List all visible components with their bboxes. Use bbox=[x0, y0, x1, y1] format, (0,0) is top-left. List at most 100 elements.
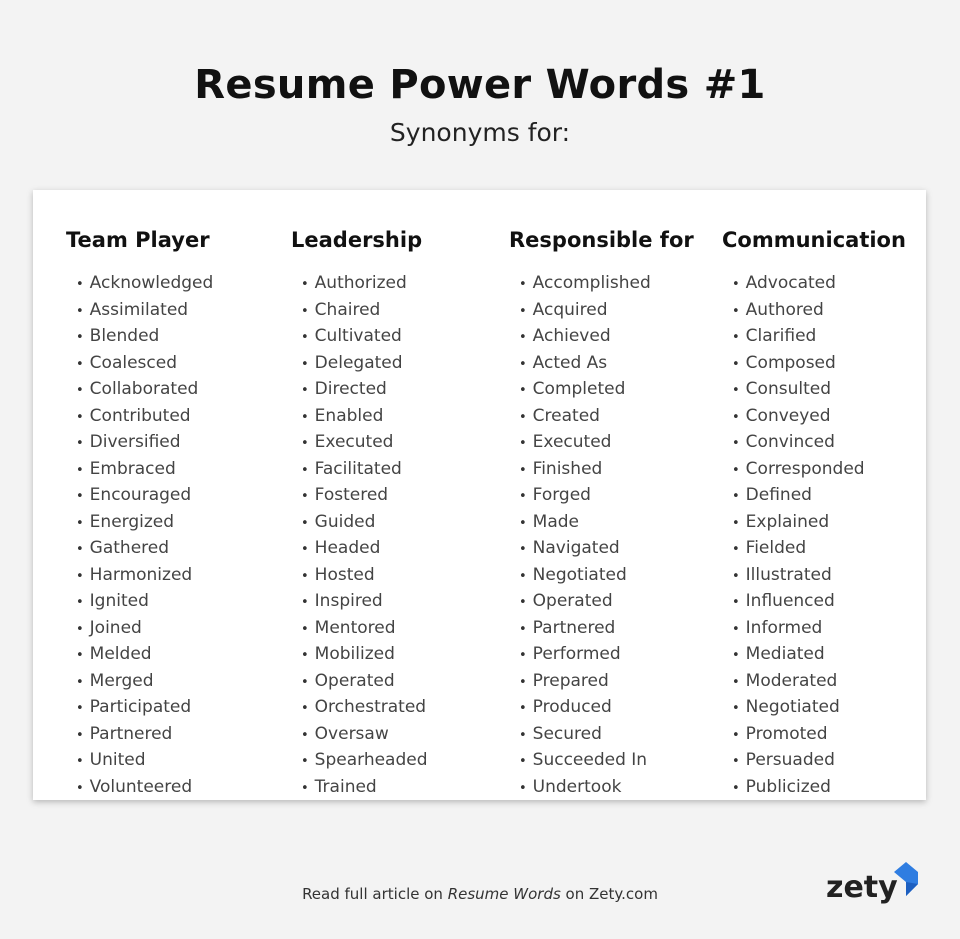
word-item: Encouraged bbox=[66, 483, 213, 510]
word-item: Participated bbox=[66, 695, 213, 722]
word-item: Partnered bbox=[509, 616, 694, 643]
word-item: Convinced bbox=[722, 430, 906, 457]
word-item: Corresponded bbox=[722, 457, 906, 484]
logo-text: zety bbox=[826, 870, 898, 905]
word-item: Inspired bbox=[291, 589, 428, 616]
word-item: Achieved bbox=[509, 324, 694, 351]
word-item: Coalesced bbox=[66, 351, 213, 378]
column-responsible-for: Responsible for AccomplishedAcquiredAchie… bbox=[509, 228, 694, 801]
word-list: AuthorizedChairedCultivatedDelegatedDire… bbox=[291, 271, 428, 801]
column-leadership: Leadership AuthorizedChairedCultivatedDel… bbox=[291, 228, 428, 801]
footer-prefix: Read full article on bbox=[302, 885, 448, 903]
word-item: Mentored bbox=[291, 616, 428, 643]
word-item: Volunteered bbox=[66, 775, 213, 802]
word-item: Negotiated bbox=[509, 563, 694, 590]
word-item: Finished bbox=[509, 457, 694, 484]
word-item: Oversaw bbox=[291, 722, 428, 749]
word-item: Fielded bbox=[722, 536, 906, 563]
word-item: Hosted bbox=[291, 563, 428, 590]
word-item: Delegated bbox=[291, 351, 428, 378]
word-item: Promoted bbox=[722, 722, 906, 749]
word-item: Partnered bbox=[66, 722, 213, 749]
word-item: Operated bbox=[291, 669, 428, 696]
word-item: Made bbox=[509, 510, 694, 537]
word-item: Publicized bbox=[722, 775, 906, 802]
word-item: Executed bbox=[291, 430, 428, 457]
word-item: Facilitated bbox=[291, 457, 428, 484]
word-item: Melded bbox=[66, 642, 213, 669]
column-heading: Leadership bbox=[291, 228, 423, 252]
subtitle: Synonyms for: bbox=[389, 118, 571, 147]
logo-mark-icon bbox=[894, 862, 918, 896]
word-item: Merged bbox=[66, 669, 213, 696]
word-item: Clarified bbox=[722, 324, 906, 351]
word-item: Collaborated bbox=[66, 377, 213, 404]
column-heading: Team Player bbox=[66, 228, 210, 252]
footer: Read full article on Resume Words on Zet… bbox=[0, 885, 960, 903]
zety-logo: zety bbox=[826, 862, 926, 908]
word-item: Prepared bbox=[509, 669, 694, 696]
word-item: Contributed bbox=[66, 404, 213, 431]
word-item: Negotiated bbox=[722, 695, 906, 722]
word-item: Defined bbox=[722, 483, 906, 510]
word-item: Accomplished bbox=[509, 271, 694, 298]
word-item: Headed bbox=[291, 536, 428, 563]
word-item: Embraced bbox=[66, 457, 213, 484]
word-item: Mediated bbox=[722, 642, 906, 669]
word-list: AccomplishedAcquiredAchievedActed AsComp… bbox=[509, 271, 694, 801]
word-item: Informed bbox=[722, 616, 906, 643]
column-communication: CommunicationAdvocatedAuthoredClarifiedC… bbox=[722, 228, 906, 801]
word-item: Authored bbox=[722, 298, 906, 325]
word-item: Acknowledged bbox=[66, 271, 214, 298]
word-item: Advocated bbox=[722, 271, 906, 298]
word-item: Conveyed bbox=[722, 404, 906, 431]
word-item: Guided bbox=[291, 510, 428, 537]
footer-link[interactable]: Resume Words bbox=[447, 885, 561, 903]
word-item: Enabled bbox=[291, 404, 428, 431]
word-item: Influenced bbox=[722, 589, 906, 616]
word-item: Cultivated bbox=[291, 324, 428, 351]
word-item: Ignited bbox=[66, 589, 213, 616]
word-item: United bbox=[66, 748, 213, 775]
word-item: Produced bbox=[509, 695, 694, 722]
synonyms-card: Team Player AcknowledgedAssimilatedBlende… bbox=[33, 190, 926, 800]
word-item: Spearheaded bbox=[291, 748, 428, 775]
word-item: Secured bbox=[509, 722, 694, 749]
word-item: Succeeded In bbox=[509, 748, 694, 775]
word-item: Joined bbox=[66, 616, 213, 643]
word-list: AdvocatedAuthoredClarifiedComposedConsul… bbox=[722, 271, 906, 801]
word-item: Undertook bbox=[509, 775, 694, 802]
word-item: Gathered bbox=[66, 536, 213, 563]
word-item: Authorized bbox=[291, 271, 428, 298]
word-item: Explained bbox=[722, 510, 906, 537]
word-item: Trained bbox=[291, 775, 428, 802]
word-item: Persuaded bbox=[722, 748, 906, 775]
column-heading: Responsible for bbox=[509, 228, 694, 252]
word-item: Directed bbox=[291, 377, 428, 404]
word-item: Navigated bbox=[509, 536, 694, 563]
word-item: Blended bbox=[66, 324, 213, 351]
footer-suffix: on Zety.com bbox=[560, 885, 658, 903]
word-item: Composed bbox=[722, 351, 906, 378]
word-item: Mobilized bbox=[291, 642, 428, 669]
word-item: Forged bbox=[509, 483, 694, 510]
word-item: Acted As bbox=[509, 351, 694, 378]
word-item: Diversified bbox=[66, 430, 213, 457]
word-item: Completed bbox=[509, 377, 694, 404]
word-item: Executed bbox=[509, 430, 694, 457]
word-item: Fostered bbox=[291, 483, 428, 510]
column-heading: Communication bbox=[722, 228, 906, 252]
word-item: Orchestrated bbox=[291, 695, 428, 722]
word-item: Operated bbox=[509, 589, 694, 616]
word-item: Chaired bbox=[291, 298, 428, 325]
word-item: Harmonized bbox=[66, 563, 213, 590]
word-item: Illustrated bbox=[722, 563, 906, 590]
word-item: Performed bbox=[509, 642, 694, 669]
page-title: Resume Power Words #1 bbox=[194, 62, 766, 108]
word-list: AcknowledgedAssimilatedBlendedCoalescedC… bbox=[66, 271, 214, 802]
word-item: Acquired bbox=[509, 298, 694, 325]
word-item: Assimilated bbox=[66, 298, 213, 325]
word-item: Consulted bbox=[722, 377, 906, 404]
word-item: Created bbox=[509, 404, 694, 431]
word-item: Energized bbox=[66, 510, 213, 537]
